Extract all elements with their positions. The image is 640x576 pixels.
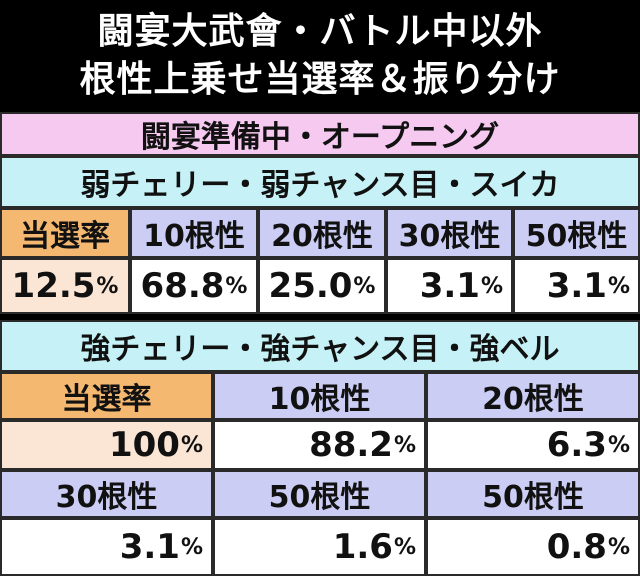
table1-value-50: 3.1% [513,258,640,314]
table2-value-50-b: 0.8% [426,518,640,576]
table2-header-rate: 当選率 [0,372,213,420]
table2-value-20: 6.3% [426,420,640,470]
table2-header-30: 30根性 [0,470,213,518]
table1-value-30: 3.1% [386,258,513,314]
table2-value-rate: 100% [0,420,213,470]
table2-header-10: 10根性 [213,372,426,420]
page-title: 闘宴大武會・バトル中以外 根性上乗せ当選率＆振り分け [0,0,640,112]
table2-header-50-a: 50根性 [213,470,426,518]
table2-header-50-b: 50根性 [426,470,640,518]
table2-header-20: 20根性 [426,372,640,420]
table1-value-10: 68.8% [130,258,258,314]
table1-header-rate: 当選率 [0,208,130,258]
title-line-2: 根性上乗せ当選率＆振り分け [79,59,561,100]
table1-header-20: 20根性 [258,208,386,258]
table1-header-50: 50根性 [513,208,640,258]
table1-header-10: 10根性 [130,208,258,258]
section-header: 闘宴準備中・オープニング [0,112,640,156]
table1-value-rate: 12.5% [0,258,130,314]
table1-value-20: 25.0% [258,258,386,314]
table2-caption: 強チェリー・強チャンス目・強ベル [0,320,640,372]
table2-value-50-a: 1.6% [213,518,426,576]
table2-value-10: 88.2% [213,420,426,470]
table2-value-30: 3.1% [0,518,213,576]
title-line-1: 闘宴大武會・バトル中以外 [97,11,543,52]
table1-caption: 弱チェリー・弱チャンス目・スイカ [0,156,640,208]
table1-header-30: 30根性 [386,208,513,258]
